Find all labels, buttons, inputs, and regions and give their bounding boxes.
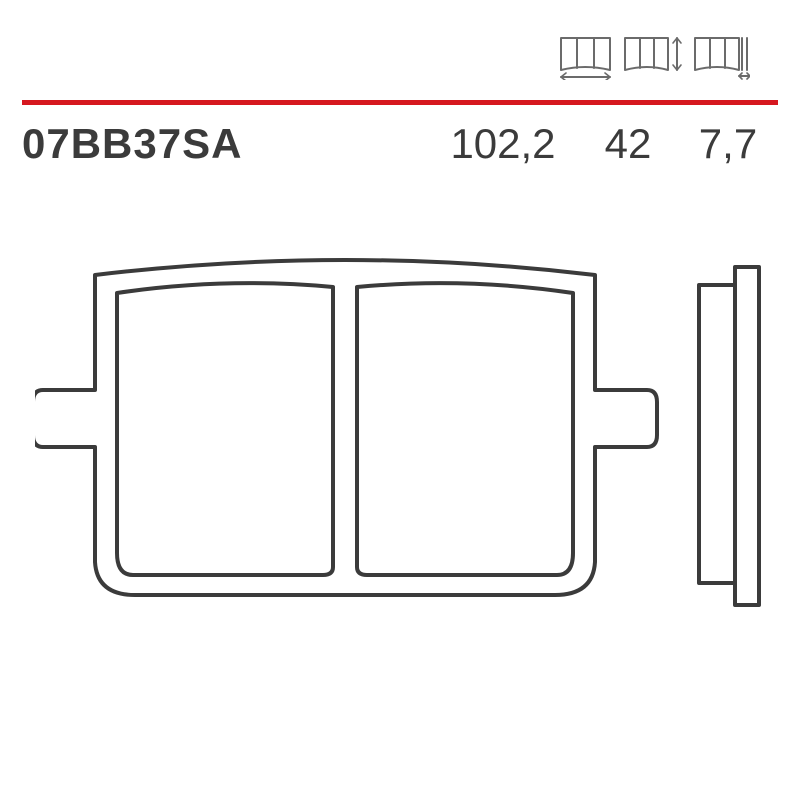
front-pad-left (117, 283, 333, 575)
brake-pad-diagram (35, 235, 775, 655)
front-pad-right (357, 283, 573, 575)
side-view (699, 267, 759, 605)
separator-rule (22, 100, 778, 105)
part-number: 07BB37SA (22, 120, 242, 168)
page: 07BB37SA 102,2 42 7,7 (0, 0, 800, 800)
width-dim-icon (555, 28, 616, 80)
dim-height: 42 (578, 120, 678, 168)
spec-row: 07BB37SA 102,2 42 7,7 (22, 120, 778, 168)
dimension-header-icons (555, 28, 750, 80)
thickness-dim-icon (689, 28, 750, 80)
dim-width: 102,2 (428, 120, 578, 168)
height-dim-icon (622, 28, 683, 80)
dim-thickness: 7,7 (678, 120, 778, 168)
